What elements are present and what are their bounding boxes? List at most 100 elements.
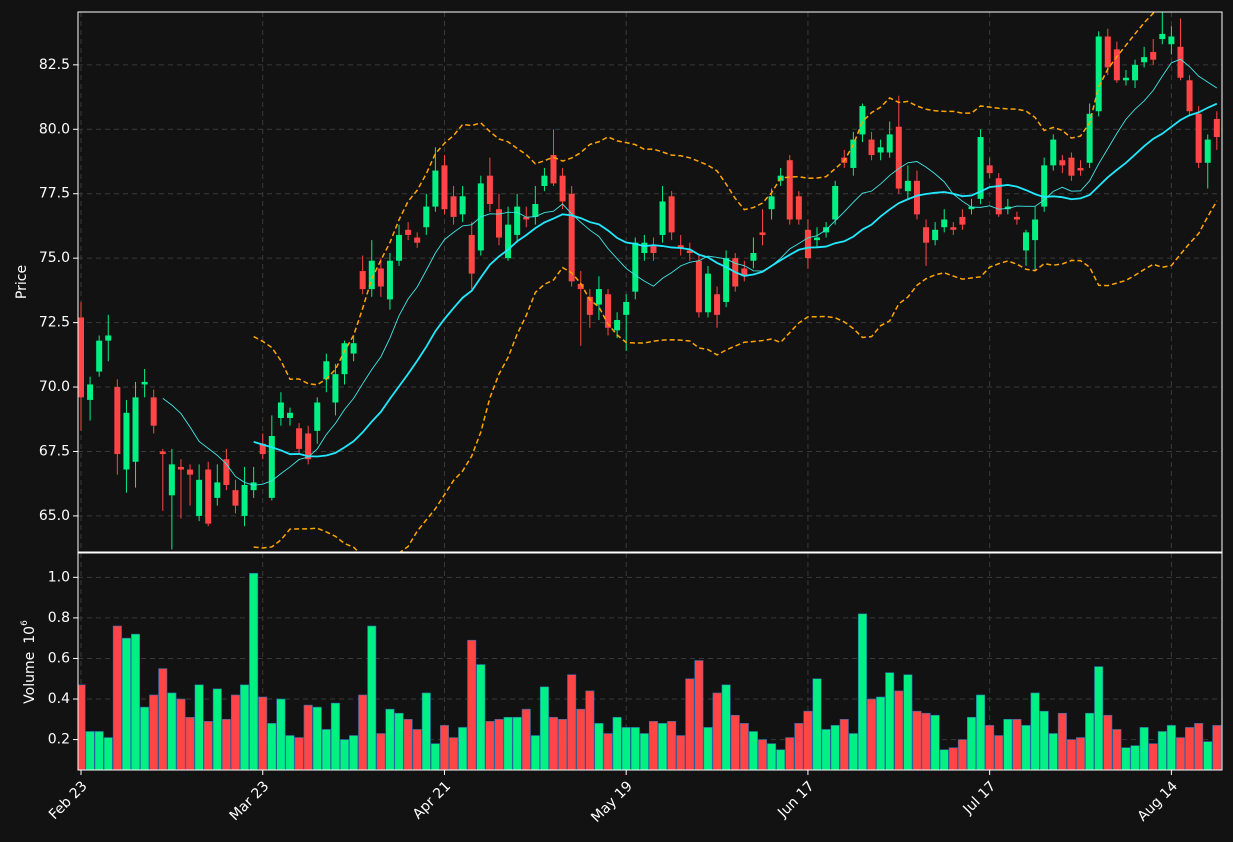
candle-body — [614, 320, 621, 331]
volume-bar — [412, 729, 422, 770]
volume-bar — [776, 749, 786, 770]
price-frame — [77, 11, 1223, 553]
volume-bar — [467, 639, 477, 770]
volume-bar — [1103, 714, 1113, 770]
candle-body — [1104, 36, 1111, 68]
candle-body — [1186, 80, 1193, 112]
candle-body — [187, 469, 194, 475]
candle-body — [950, 227, 957, 230]
volume-bar — [948, 747, 958, 770]
volume-bar — [185, 716, 195, 770]
volume-bar — [258, 696, 268, 770]
volume-bar — [1094, 666, 1104, 770]
price-panel — [78, 12, 1220, 552]
y2-tick-label: 0.8 — [48, 610, 70, 626]
candle-body — [514, 206, 521, 235]
volume-bar — [1066, 739, 1076, 770]
volume-bar — [521, 708, 531, 770]
volume-bar — [85, 731, 95, 770]
candle-body — [550, 155, 557, 184]
volume-bar — [667, 721, 677, 770]
volume-bar — [212, 688, 222, 770]
candle-body — [904, 180, 911, 192]
volume-bar — [294, 737, 304, 770]
volume-bar — [276, 698, 286, 770]
candle-body — [241, 484, 248, 516]
bollinger-lower — [253, 200, 1218, 552]
volume-bar — [894, 690, 904, 770]
candle-body — [468, 234, 475, 274]
bollinger-upper — [253, 12, 1156, 386]
candle-body — [232, 490, 239, 506]
candle-body — [586, 296, 593, 315]
candle-body — [568, 193, 575, 282]
volume-panel — [78, 572, 1222, 770]
volume-bar — [1148, 743, 1158, 770]
candle-body — [877, 147, 884, 153]
candle-body — [532, 204, 539, 217]
volume-bar — [603, 733, 613, 770]
candle-body — [368, 260, 375, 290]
candle-body — [1023, 232, 1030, 251]
moving-average — [253, 102, 1218, 458]
volume-bar — [394, 712, 404, 770]
candle-body — [141, 381, 148, 385]
candle-body — [1204, 139, 1211, 163]
candle-body — [1059, 160, 1066, 166]
candle-body — [577, 283, 584, 290]
volume-bar — [358, 694, 368, 770]
volume-bar — [1185, 727, 1195, 770]
volume-bar — [585, 690, 595, 770]
candle-body — [641, 242, 648, 254]
volume-bar — [957, 739, 967, 770]
volume-bar — [167, 692, 177, 770]
candle-body — [868, 139, 875, 156]
volume-bar — [721, 684, 731, 770]
y2-tick-label: 0.2 — [48, 732, 70, 748]
candle-body — [314, 402, 321, 431]
y2-multiplier: 10 — [22, 626, 38, 644]
candle-body — [1132, 64, 1139, 81]
candle-body — [486, 175, 493, 205]
candle-body — [1032, 219, 1039, 241]
candle-body — [714, 294, 721, 315]
candle-body — [668, 196, 675, 233]
volume-bar — [403, 718, 413, 770]
candle-body — [423, 206, 430, 228]
volume-bar — [230, 694, 240, 770]
volume-bar — [621, 727, 631, 770]
volume-bar — [658, 723, 668, 770]
volume-bar — [158, 668, 168, 770]
volume-bar — [594, 723, 604, 770]
volume-bar — [976, 694, 986, 770]
candle-body — [286, 412, 293, 418]
volume-bar — [739, 723, 749, 770]
volume-bar — [330, 702, 340, 770]
volume-bar — [1076, 737, 1086, 770]
volume-bar — [121, 637, 131, 770]
volume-bar — [530, 735, 540, 770]
volume-bar — [939, 749, 949, 770]
volume-bar — [194, 684, 204, 770]
volume-bar — [730, 714, 740, 770]
candle-body — [259, 443, 266, 455]
volume-bar — [930, 714, 940, 770]
volume-bar — [785, 737, 795, 770]
volume-bar — [112, 625, 122, 770]
candle-body — [268, 436, 275, 498]
candle-body — [223, 459, 230, 485]
volume-bar — [549, 716, 559, 770]
volume-bar — [830, 725, 840, 770]
candle-body — [541, 175, 548, 186]
volume-bar — [512, 716, 522, 770]
volume-bar — [430, 743, 440, 770]
candle-body — [1004, 206, 1011, 210]
y-tick-label: 65.0 — [39, 508, 70, 524]
candle-body — [1068, 157, 1075, 176]
y-tick-label: 67.5 — [39, 443, 70, 459]
y-tick-label: 70.0 — [39, 379, 70, 395]
volume-bar — [439, 725, 449, 770]
volume-bar — [385, 708, 395, 770]
candle-body — [1095, 36, 1102, 112]
volume-bar — [1212, 725, 1222, 770]
